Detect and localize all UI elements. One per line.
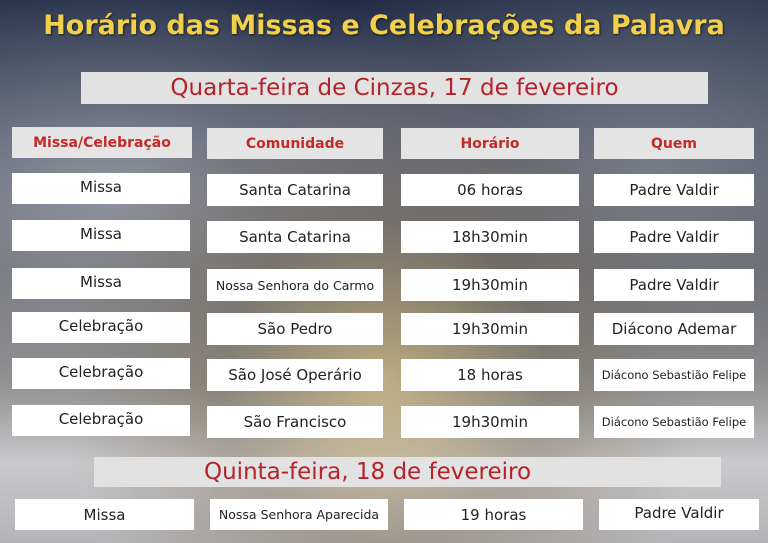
table-cell: Missa xyxy=(12,173,190,204)
table-cell: 19 horas xyxy=(404,499,583,530)
table-cell: 06 horas xyxy=(401,174,579,206)
table-cell: Diácono Sebastião Felipe xyxy=(594,359,754,391)
header-horario: Horário xyxy=(401,128,579,159)
table-cell: 19h30min xyxy=(401,406,579,438)
table-cell: Santa Catarina xyxy=(207,221,383,253)
header-comunidade: Comunidade xyxy=(207,128,383,159)
day2-heading: Quinta-feira, 18 de fevereiro xyxy=(94,457,721,487)
table-cell: São Francisco xyxy=(207,406,383,438)
table-cell: Padre Valdir xyxy=(594,221,754,253)
table-cell: Nossa Senhora do Carmo xyxy=(207,269,383,301)
table-cell: Diácono Ademar xyxy=(594,313,754,345)
header-quem: Quem xyxy=(594,128,754,159)
table-cell: Celebração xyxy=(12,358,190,389)
table-cell: Celebração xyxy=(12,405,190,436)
table-cell: 18h30min xyxy=(401,221,579,253)
table-cell: Padre Valdir xyxy=(594,174,754,206)
table-cell: Santa Catarina xyxy=(207,174,383,206)
table-cell: Nossa Senhora Aparecida xyxy=(210,499,388,530)
table-cell: 19h30min xyxy=(401,313,579,345)
table-cell: Missa xyxy=(12,268,190,299)
table-cell: São José Operário xyxy=(207,359,383,391)
page-title: Horário das Missas e Celebrações da Pala… xyxy=(43,10,725,41)
table-cell: 18 horas xyxy=(401,359,579,391)
table-cell: Celebração xyxy=(12,312,190,343)
table-cell: Padre Valdir xyxy=(594,269,754,301)
table-cell: Diácono Sebastião Felipe xyxy=(594,406,754,438)
table-cell: Padre Valdir xyxy=(599,499,759,530)
table-cell: São Pedro xyxy=(207,313,383,345)
header-missa-celebracao: Missa/Celebração xyxy=(12,127,192,158)
table-cell: 19h30min xyxy=(401,269,579,301)
table-cell: Missa xyxy=(15,499,194,530)
table-cell: Missa xyxy=(12,220,190,251)
day1-heading: Quarta-feira de Cinzas, 17 de fevereiro xyxy=(81,72,708,104)
